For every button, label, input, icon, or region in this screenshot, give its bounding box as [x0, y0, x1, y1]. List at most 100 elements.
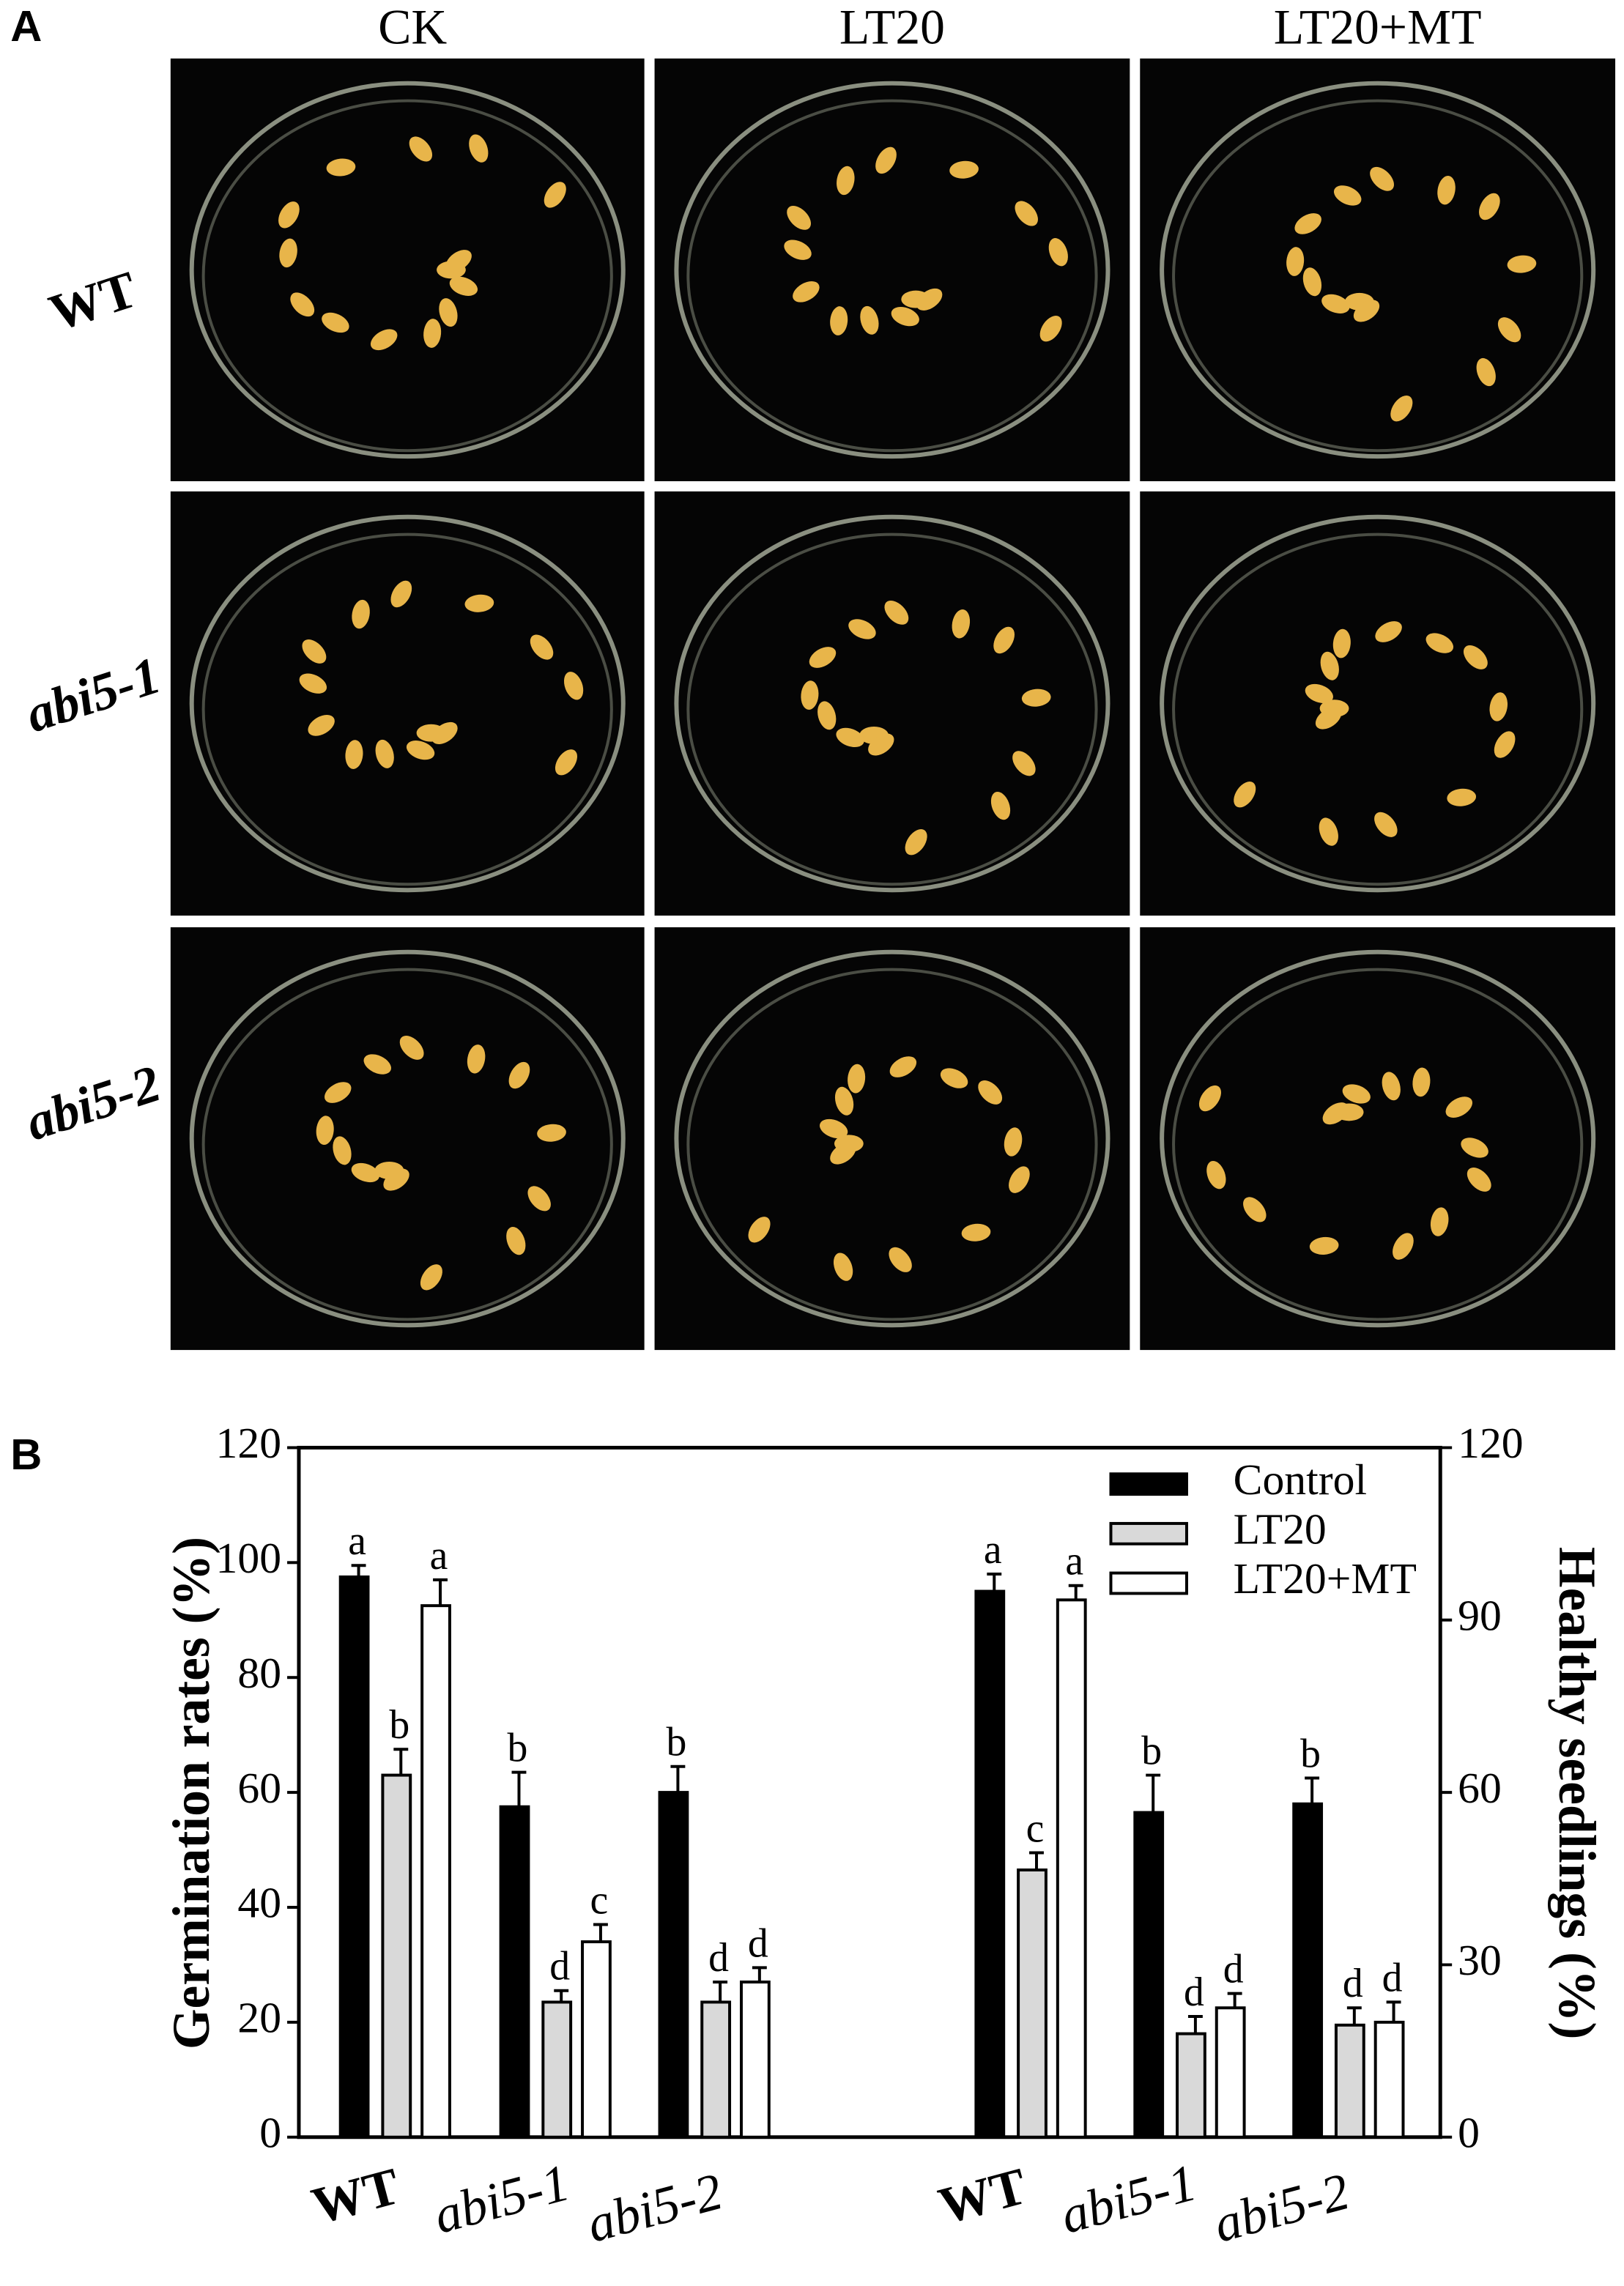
bar — [739, 1980, 771, 2139]
significance-letter: c — [590, 1877, 609, 1923]
bar — [1056, 1598, 1087, 2139]
seed — [302, 639, 327, 664]
bar — [381, 1773, 412, 2139]
seed — [563, 672, 584, 700]
seed — [848, 1064, 866, 1094]
y2-tick-label: 120 — [1458, 1419, 1524, 1467]
seed — [1319, 817, 1338, 846]
photo — [1140, 927, 1616, 1351]
seed — [848, 619, 876, 639]
column-header: LT20+MT — [1274, 0, 1482, 55]
seed — [383, 1168, 409, 1191]
seed — [1412, 1067, 1431, 1097]
seed — [889, 1056, 917, 1077]
significance-letter: b — [666, 1720, 686, 1765]
seed — [506, 1227, 526, 1255]
seed — [1004, 1127, 1023, 1157]
significance-letter: a — [984, 1527, 1002, 1573]
seed — [527, 1186, 551, 1211]
bar — [581, 1940, 612, 2139]
seed — [1425, 633, 1454, 653]
x-tick-label: WT — [306, 2157, 406, 2235]
bar — [1017, 1868, 1048, 2139]
y-axis-title: Germination rates (%) — [163, 1537, 220, 2049]
significance-letter: d — [1223, 1947, 1244, 1992]
seed — [809, 647, 837, 668]
column-header: LT20 — [839, 0, 945, 55]
significance-letter: b — [508, 1726, 528, 1771]
seed — [508, 1061, 530, 1089]
seed — [1353, 300, 1380, 322]
petri-dish — [1160, 949, 1596, 1328]
seed — [1309, 1236, 1339, 1255]
seed — [351, 1162, 380, 1183]
row-label: abi5-1 — [19, 646, 167, 743]
bar — [338, 1575, 370, 2139]
seed — [1039, 316, 1062, 342]
seed — [1497, 317, 1521, 343]
bar — [1176, 2032, 1206, 2139]
photo — [170, 58, 645, 481]
petri-dish-rim — [686, 99, 1098, 453]
seed — [445, 250, 472, 272]
y2-tick-label: 0 — [1458, 2108, 1480, 2156]
seed — [555, 749, 577, 776]
seed — [420, 1264, 442, 1291]
seed — [1322, 1102, 1349, 1125]
seed — [1333, 185, 1362, 206]
seed — [961, 1223, 991, 1242]
seed — [1206, 1160, 1226, 1190]
seed — [1320, 651, 1339, 680]
seed — [1286, 247, 1305, 276]
seed — [1009, 1166, 1030, 1193]
seed — [1467, 1168, 1491, 1192]
seed — [836, 727, 864, 748]
seed — [905, 829, 927, 856]
petri-dish-rim — [686, 968, 1098, 1321]
seed — [889, 1247, 912, 1272]
seed — [1437, 175, 1456, 205]
significance-letter: b — [1141, 1728, 1162, 1773]
seed — [837, 166, 855, 196]
seed — [834, 1086, 854, 1116]
photo — [1140, 58, 1616, 481]
seed — [830, 306, 848, 335]
x-tick-label: abi5-1 — [428, 2153, 575, 2245]
seed — [467, 1044, 486, 1074]
petri-dish — [1160, 514, 1596, 893]
legend-swatch — [1109, 1472, 1188, 1496]
significance-letter: b — [1300, 1731, 1321, 1776]
significance-letter: d — [708, 1935, 729, 1981]
seed — [352, 599, 370, 629]
seed — [884, 600, 909, 625]
bar — [420, 1604, 451, 2139]
bar — [658, 1791, 689, 2139]
seed — [1374, 812, 1398, 837]
x-tick-label: WT — [933, 2157, 1033, 2235]
seed — [322, 312, 349, 333]
seed — [875, 146, 897, 174]
petri-dish — [674, 81, 1111, 459]
seed — [1476, 357, 1496, 387]
seed — [1315, 707, 1342, 730]
legend-swatch — [1109, 1571, 1188, 1595]
row-label: abi5-2 — [19, 1055, 167, 1152]
seed — [390, 580, 412, 608]
petri-dish — [674, 514, 1111, 893]
seed — [860, 305, 879, 335]
seed — [1430, 1207, 1449, 1236]
seed — [1393, 1233, 1414, 1260]
petri-dish — [1160, 81, 1596, 459]
seed — [784, 240, 812, 260]
bar — [1334, 2023, 1365, 2139]
bar — [1292, 1802, 1324, 2139]
x-tick-label: abi5-2 — [581, 2162, 728, 2254]
seed — [464, 594, 494, 612]
bar — [499, 1805, 530, 2139]
legend-label: Control — [1234, 1455, 1367, 1504]
seed — [1479, 193, 1500, 220]
legend-label: LT20 — [1234, 1505, 1327, 1554]
seed — [279, 238, 297, 268]
y-tick-label: 120 — [216, 1419, 282, 1467]
